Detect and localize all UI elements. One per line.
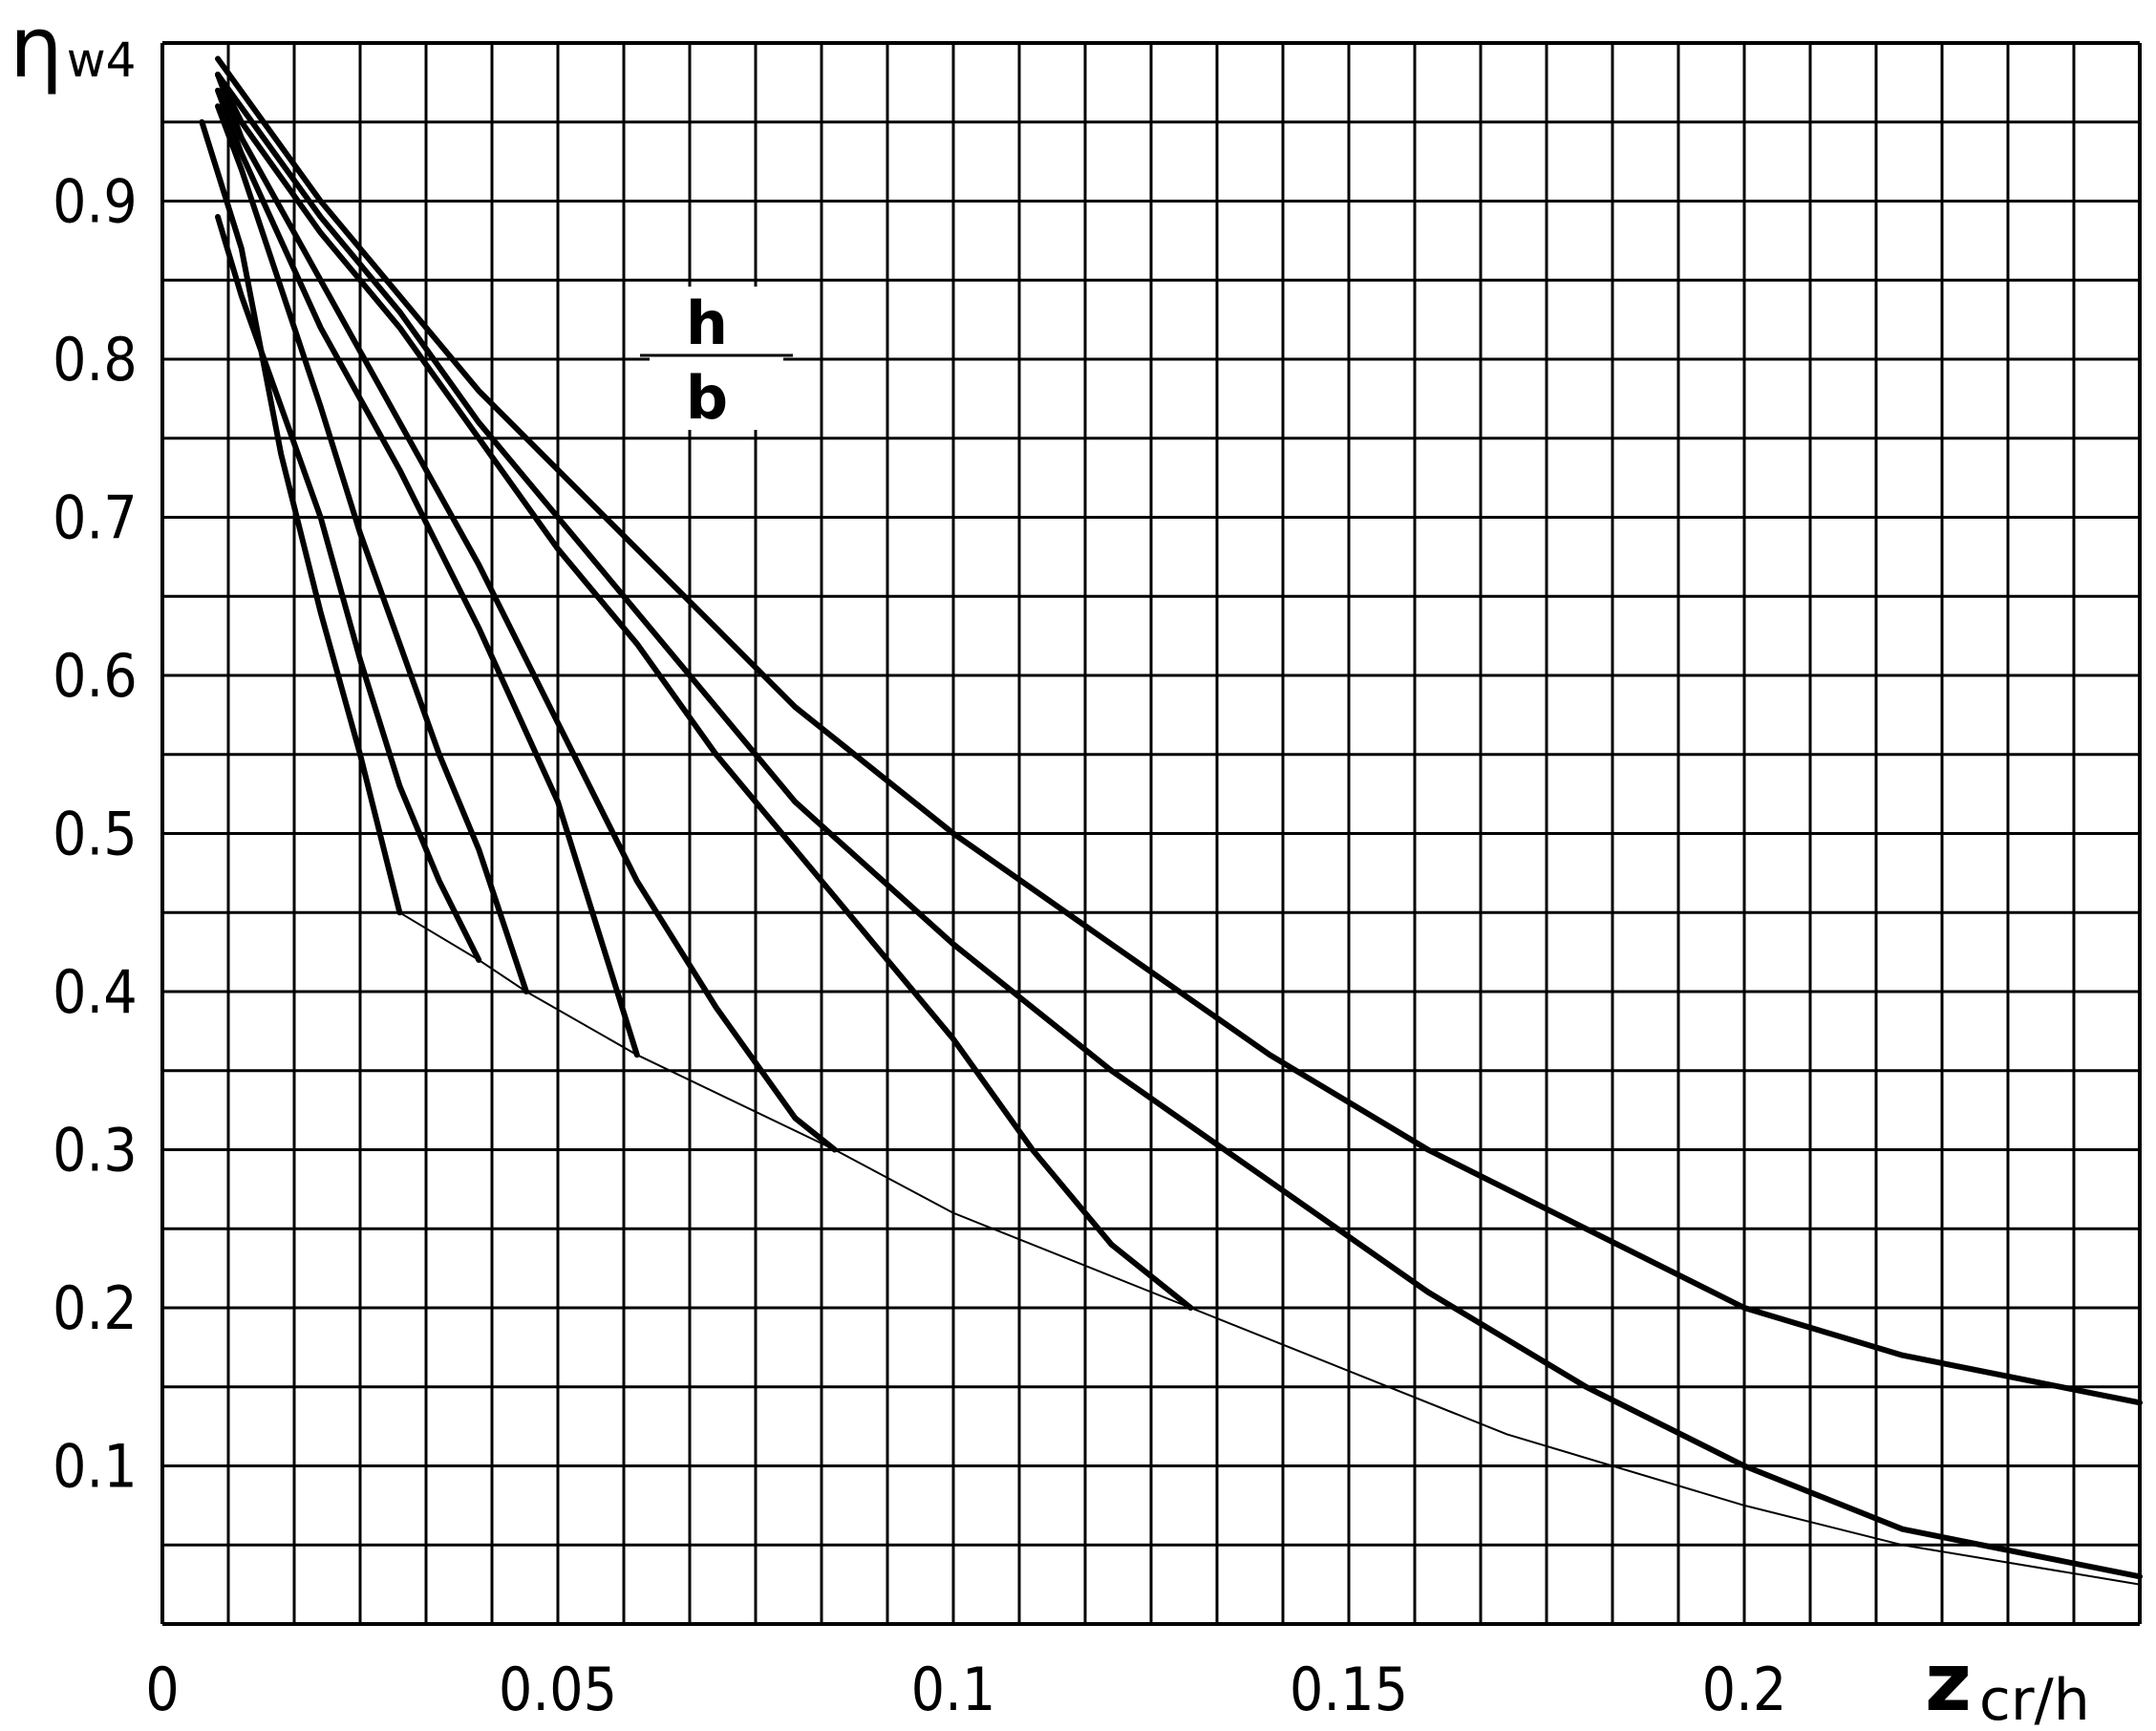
tick-labels: 0.1 0.2 0.3 0.4 0.5 0.6 0.7 0.8 0.9 0 0.05 0.1 0.15 0…: [53, 167, 1786, 1725]
x-axis-label-sub: cr/h: [1979, 1667, 2090, 1731]
x-tick-label: 0.1: [911, 1655, 996, 1724]
y-tick-label: 0.3: [53, 1116, 138, 1186]
y-tick-label: 0.2: [53, 1273, 138, 1343]
y-tick-label: 0.8: [53, 325, 138, 395]
y-axis-label: ηw4: [10, 0, 137, 96]
series-line-2: [215, 214, 482, 963]
x-tick-label: 0.05: [499, 1655, 617, 1724]
series-line-3: [215, 103, 529, 994]
y-tick-label: 0.9: [53, 167, 138, 237]
h-over-b-annotation: h b: [640, 287, 793, 433]
x-axis-label-main: z: [1925, 1635, 1972, 1729]
y-tick-label: 0.7: [53, 483, 138, 553]
x-axis-label: z cr/h: [1925, 1635, 2090, 1731]
series-line-8: [215, 55, 2143, 1406]
annotation-numerator: h: [686, 288, 728, 358]
y-tick-label: 0.6: [53, 641, 138, 711]
y-tick-label: 0.4: [53, 957, 138, 1027]
series-line-5: [215, 72, 838, 1153]
x-tick-label: 0.15: [1290, 1655, 1408, 1724]
series-line-7: [215, 72, 2143, 1580]
envelope-curve: [398, 911, 2141, 1586]
series-line-1: [199, 118, 403, 916]
annotation-denominator: b: [686, 363, 728, 433]
x-tick-label: 0.2: [1702, 1655, 1787, 1724]
x-tick-label: 0: [145, 1655, 179, 1724]
y-axis-label-sub: w4: [67, 32, 137, 88]
series-line-4: [215, 87, 640, 1058]
y-tick-label: 0.5: [53, 800, 138, 869]
grid: [160, 41, 2142, 1626]
y-axis-label-main: η: [10, 0, 63, 96]
curves: [199, 55, 2143, 1586]
y-tick-label: 0.1: [53, 1432, 138, 1502]
annotation-background: [650, 287, 783, 430]
series-line-6: [215, 72, 1194, 1311]
